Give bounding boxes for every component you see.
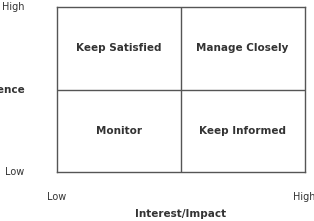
Text: Low: Low [5, 167, 24, 177]
Text: Interest/Impact: Interest/Impact [135, 209, 226, 219]
Text: Keep Informed: Keep Informed [199, 126, 286, 136]
Text: Monitor: Monitor [95, 126, 142, 136]
Text: High: High [293, 192, 314, 202]
Text: Low: Low [47, 192, 66, 202]
Text: Influence: Influence [0, 84, 24, 95]
Text: Manage Closely: Manage Closely [196, 43, 289, 53]
Text: Keep Satisfied: Keep Satisfied [76, 43, 161, 53]
Text: High: High [2, 2, 24, 12]
